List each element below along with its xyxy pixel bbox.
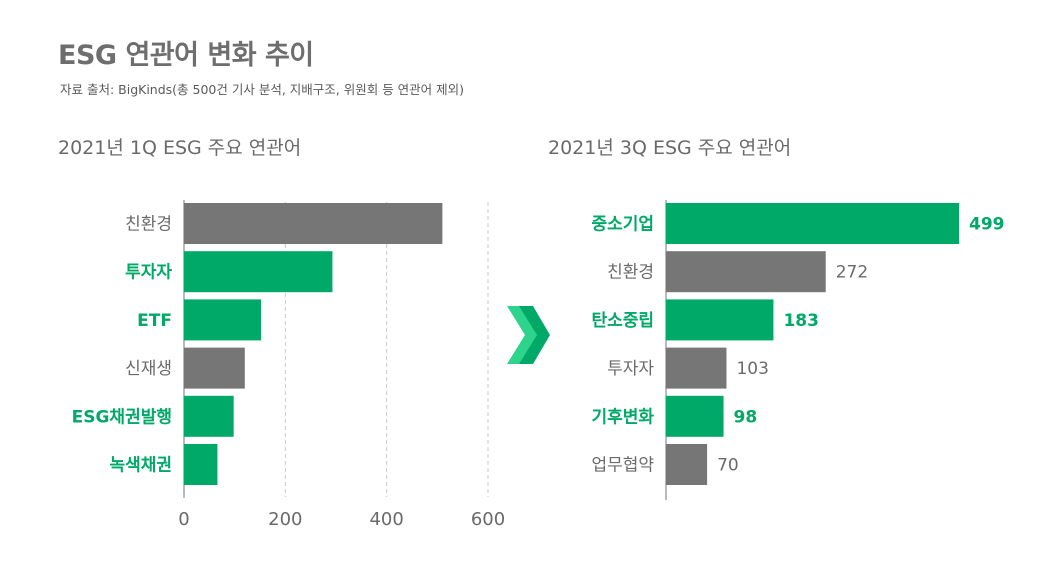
bar-2 [666, 299, 774, 341]
x-tick-label: 0 [178, 509, 189, 530]
bar-0 [184, 203, 443, 244]
value-label: 183 [783, 311, 819, 331]
bar-5 [666, 444, 708, 485]
category-label: 기후변화 [591, 406, 654, 427]
category-label: 친환경 [607, 263, 654, 283]
bar-3 [666, 347, 727, 389]
bar-0 [666, 203, 959, 244]
category-label: 녹색채권 [109, 456, 172, 476]
category-label: 업무협약 [591, 456, 654, 476]
category-label: 투자자 [607, 359, 654, 379]
x-tick-label: 400 [369, 509, 403, 530]
value-label: 272 [836, 263, 868, 283]
value-label: 103 [736, 359, 768, 379]
chart-title: ESG 연관어 변화 추이 [58, 40, 314, 71]
right-bar-chart: 중소기업 499 친환경 272 탄소중립 183 투자자 103 기후변화 98 업무협약 70 [591, 200, 1005, 500]
category-label: ESG채권발행 [72, 407, 172, 427]
source-note: 자료 출처: BigKinds(총 500건 기사 분석, 지배구조, 위원회 … [60, 82, 465, 97]
bar-4 [184, 395, 234, 437]
x-tick-label: 200 [268, 509, 302, 530]
bar-3 [184, 347, 245, 389]
category-label: 투자자 [125, 263, 172, 283]
bar-1 [666, 251, 826, 293]
value-label: 499 [969, 215, 1005, 235]
bar-2 [184, 299, 262, 341]
bar-5 [184, 444, 218, 485]
value-label: 70 [717, 456, 739, 476]
right-chart-title: 2021년 3Q ESG 주요 연관어 [548, 137, 792, 159]
value-label: 98 [734, 407, 758, 427]
arrow-front-chevron [519, 306, 550, 364]
category-label: 중소기업 [591, 215, 654, 235]
arrow-back-chevron [507, 306, 539, 364]
bar-4 [666, 395, 724, 437]
category-label: 탄소중립 [591, 311, 654, 331]
category-label: 친환경 [125, 215, 172, 235]
category-label: 신재생 [125, 359, 172, 379]
left-chart-title: 2021년 1Q ESG 주요 연관어 [58, 137, 302, 159]
x-tick-label: 600 [471, 509, 505, 530]
bar-1 [184, 251, 333, 293]
arrow-icon [507, 306, 550, 364]
category-label: ETF [137, 311, 172, 331]
